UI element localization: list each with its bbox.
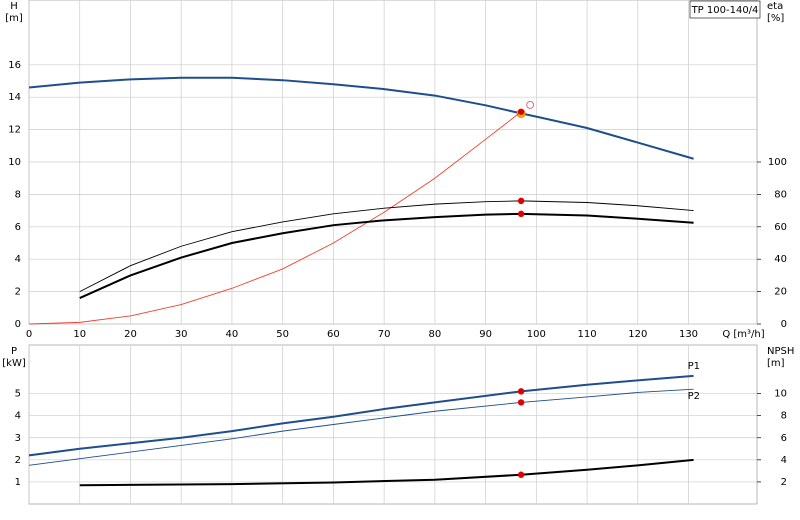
x-tick-label: 90 bbox=[479, 329, 492, 340]
duty-point bbox=[517, 399, 525, 406]
x-tick-label: 120 bbox=[628, 329, 647, 340]
x-tick-label: 70 bbox=[378, 329, 391, 340]
y2-tick-label: 2 bbox=[781, 477, 787, 488]
x-tick-label: 50 bbox=[276, 329, 289, 340]
y2-tick-label: 20 bbox=[774, 287, 787, 298]
y-axis-label: P bbox=[11, 346, 17, 357]
x-tick-label: 20 bbox=[124, 329, 137, 340]
series-line bbox=[79, 458, 694, 487]
y2-axis-label: NPSH bbox=[767, 346, 794, 357]
x-tick-label: 80 bbox=[428, 329, 441, 340]
y-axis-label: H bbox=[10, 1, 18, 12]
y-tick-label: 2 bbox=[15, 455, 21, 466]
series-line bbox=[79, 200, 694, 293]
y2-tick-label: 8 bbox=[781, 411, 787, 422]
x-tick-label: 130 bbox=[679, 329, 698, 340]
x-tick-label: 10 bbox=[73, 329, 86, 340]
y-tick-label: 4 bbox=[15, 254, 21, 265]
y2-tick-label: 0 bbox=[781, 319, 787, 330]
duty-point bbox=[517, 197, 525, 205]
series-line bbox=[28, 374, 694, 457]
x-tick-label: 30 bbox=[175, 329, 188, 340]
setpoint bbox=[526, 100, 535, 109]
y-tick-label: 6 bbox=[15, 222, 21, 233]
y-tick-label: 2 bbox=[15, 287, 21, 298]
x-tick-label: 100 bbox=[527, 329, 546, 340]
y2-tick-label: 80 bbox=[774, 189, 787, 200]
y2-axis-label: eta bbox=[767, 1, 783, 12]
x-axis-label: Q [m³/h] bbox=[722, 329, 764, 340]
series-line bbox=[79, 212, 694, 299]
y2-axis-unit: [%] bbox=[767, 13, 784, 24]
plot-area bbox=[28, 344, 758, 505]
series-line bbox=[28, 76, 694, 160]
y-tick-label: 4 bbox=[15, 411, 21, 422]
y-axis-unit: [m] bbox=[5, 13, 23, 24]
x-tick-label: 40 bbox=[226, 329, 239, 340]
y2-tick-label: 10 bbox=[774, 389, 787, 400]
duty-point bbox=[517, 388, 525, 395]
y-tick-label: 3 bbox=[15, 433, 21, 444]
x-tick-label: 110 bbox=[578, 329, 597, 340]
y-tick-label: 16 bbox=[8, 60, 21, 71]
y-tick-label: 5 bbox=[15, 389, 21, 400]
legend-text: TP 100-140/4 bbox=[691, 5, 759, 16]
y2-tick-label: 6 bbox=[781, 433, 787, 444]
x-tick-label: 0 bbox=[26, 329, 32, 340]
duty-point bbox=[517, 471, 525, 478]
y2-tick-label: 4 bbox=[781, 455, 787, 466]
y-tick-label: 10 bbox=[8, 157, 21, 168]
duty-point bbox=[517, 108, 525, 115]
y-tick-label: 12 bbox=[8, 125, 21, 136]
y2-tick-label: 100 bbox=[768, 157, 787, 168]
y-tick-label: 14 bbox=[8, 92, 21, 103]
y-tick-label: 1 bbox=[15, 477, 21, 488]
y2-tick-label: 40 bbox=[774, 254, 787, 265]
y-axis-unit: [kW] bbox=[2, 358, 26, 369]
y2-tick-label: 60 bbox=[774, 222, 787, 233]
y-tick-label: 0 bbox=[15, 319, 21, 330]
x-tick-label: 60 bbox=[327, 329, 340, 340]
y-tick-label: 8 bbox=[15, 189, 21, 200]
duty-point bbox=[517, 210, 525, 218]
series-label: P2 bbox=[688, 391, 700, 402]
legend-box bbox=[689, 0, 761, 19]
series-line bbox=[28, 388, 694, 466]
series-label: P1 bbox=[688, 361, 700, 372]
series-line bbox=[28, 111, 522, 325]
y2-axis-unit: [m] bbox=[767, 358, 785, 369]
